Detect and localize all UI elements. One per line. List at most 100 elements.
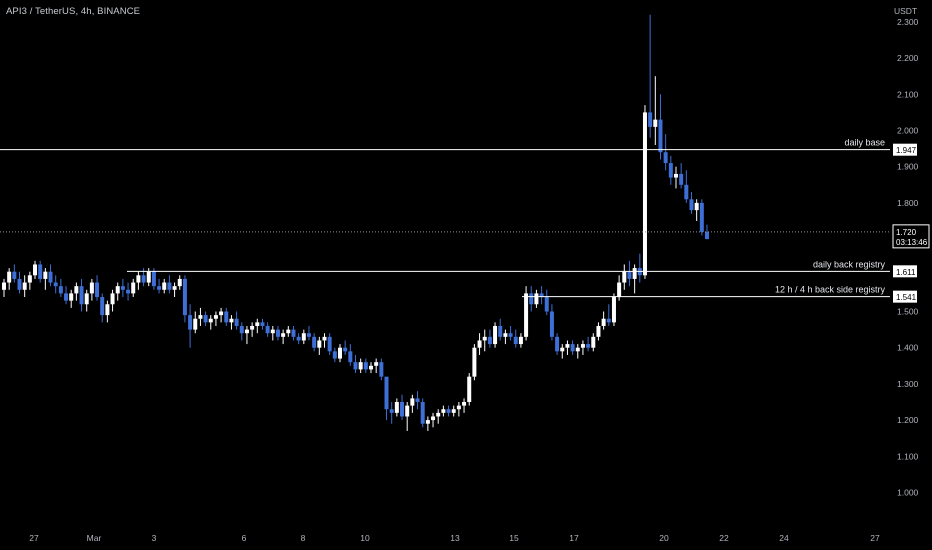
candle-bullish[interactable]	[110, 293, 115, 305]
candle-bullish[interactable]	[358, 362, 363, 370]
candle-bullish[interactable]	[337, 347, 342, 359]
candle-bullish[interactable]	[136, 275, 141, 283]
candle-bullish[interactable]	[462, 402, 467, 406]
candle-bullish[interactable]	[301, 333, 306, 341]
candle-bearish[interactable]	[306, 333, 311, 337]
candle-bearish[interactable]	[529, 293, 534, 305]
candle-bullish[interactable]	[2, 282, 6, 290]
candle-bullish[interactable]	[591, 336, 596, 348]
candle-bullish[interactable]	[270, 329, 275, 334]
candle-bullish[interactable]	[172, 286, 177, 290]
candle-bullish[interactable]	[162, 282, 167, 290]
candle-bearish[interactable]	[343, 347, 348, 352]
candle-bearish[interactable]	[38, 264, 43, 279]
candle-bearish[interactable]	[663, 152, 668, 164]
candle-bearish[interactable]	[544, 297, 549, 312]
candle-bearish[interactable]	[188, 315, 193, 330]
candle-bullish[interactable]	[601, 318, 606, 326]
candle-bullish[interactable]	[622, 271, 627, 283]
candle-bearish[interactable]	[487, 336, 492, 345]
candle-bullish[interactable]	[213, 315, 218, 319]
candle-bullish[interactable]	[673, 173, 678, 178]
candle-bullish[interactable]	[131, 282, 136, 294]
candle-bearish[interactable]	[291, 329, 296, 337]
candle-bullish[interactable]	[115, 286, 120, 294]
candle-bearish[interactable]	[555, 336, 560, 352]
candle-bullish[interactable]	[617, 282, 622, 298]
candle-bearish[interactable]	[182, 278, 187, 316]
candle-bullish[interactable]	[322, 336, 327, 341]
candle-bearish[interactable]	[265, 325, 270, 334]
candle-bullish[interactable]	[472, 347, 477, 377]
candle-bullish[interactable]	[653, 119, 658, 127]
candle-bearish[interactable]	[224, 311, 229, 323]
candle-bullish[interactable]	[596, 325, 601, 337]
candle-bearish[interactable]	[684, 184, 689, 200]
candle-bullish[interactable]	[193, 318, 198, 330]
candle-bearish[interactable]	[157, 286, 162, 290]
candle-bullish[interactable]	[477, 340, 482, 348]
candle-bearish[interactable]	[508, 333, 513, 337]
candle-bearish[interactable]	[446, 409, 451, 413]
candle-bearish[interactable]	[167, 282, 172, 290]
candle-bullish[interactable]	[425, 420, 430, 424]
candle-bullish[interactable]	[493, 325, 498, 345]
candle-bearish[interactable]	[151, 271, 156, 287]
candle-bearish[interactable]	[415, 398, 420, 402]
candle-bullish[interactable]	[244, 329, 249, 334]
candle-bullish[interactable]	[281, 333, 286, 337]
candle-bearish[interactable]	[498, 325, 503, 337]
candle-bullish[interactable]	[198, 315, 203, 319]
candle-bullish[interactable]	[534, 293, 539, 305]
time-axis[interactable]: 27 Mar 3 6 8 10 13 15 17 20 22 24 27	[29, 533, 880, 543]
candle-bullish[interactable]	[255, 322, 260, 326]
candle-bullish[interactable]	[467, 376, 472, 402]
price-axis[interactable]: 2.300 2.200 2.100 2.000 1.900 1.800 1.500 1.400…	[897, 17, 919, 498]
candle-bullish[interactable]	[105, 304, 110, 316]
candle-bearish[interactable]	[332, 351, 337, 359]
candle-bearish[interactable]	[64, 293, 69, 301]
candle-bearish[interactable]	[53, 282, 58, 287]
candle-bullish[interactable]	[611, 297, 616, 323]
candle-bullish[interactable]	[451, 409, 456, 413]
candle-bearish[interactable]	[606, 318, 611, 323]
candle-bearish[interactable]	[363, 362, 368, 370]
candle-bullish[interactable]	[560, 347, 565, 352]
candle-bearish[interactable]	[420, 402, 425, 424]
candle-bullish[interactable]	[642, 112, 647, 276]
candle-bearish[interactable]	[296, 336, 301, 341]
candle-bearish[interactable]	[312, 336, 317, 348]
candle-bearish[interactable]	[705, 231, 709, 240]
candle-bullish[interactable]	[565, 344, 570, 348]
candle-bullish[interactable]	[250, 325, 255, 330]
candle-bullish[interactable]	[580, 344, 585, 348]
candle-bullish[interactable]	[208, 318, 213, 323]
candle-bearish[interactable]	[627, 271, 632, 279]
candle-bearish[interactable]	[586, 344, 591, 348]
candle-bearish[interactable]	[141, 275, 146, 283]
candle-bearish[interactable]	[120, 286, 125, 290]
candle-bullish[interactable]	[7, 271, 12, 283]
candle-bearish[interactable]	[400, 402, 405, 417]
candle-bearish[interactable]	[668, 163, 673, 178]
candle-bearish[interactable]	[389, 409, 394, 413]
candle-bearish[interactable]	[260, 322, 265, 326]
candle-bullish[interactable]	[74, 286, 79, 294]
candle-bullish[interactable]	[369, 365, 374, 370]
candle-bearish[interactable]	[239, 325, 244, 334]
candle-bullish[interactable]	[27, 275, 32, 283]
candle-bullish[interactable]	[229, 318, 234, 323]
candle-bearish[interactable]	[699, 202, 704, 232]
candle-bullish[interactable]	[394, 402, 399, 413]
candle-bearish[interactable]	[379, 362, 384, 377]
candle-bearish[interactable]	[679, 173, 684, 185]
candle-bearish[interactable]	[234, 318, 239, 326]
candle-bearish[interactable]	[17, 278, 22, 290]
candle-bullish[interactable]	[518, 336, 523, 345]
candle-bullish[interactable]	[43, 271, 48, 279]
candle-bullish[interactable]	[69, 293, 74, 301]
candle-bullish[interactable]	[286, 329, 291, 334]
candle-bullish[interactable]	[84, 293, 89, 305]
candle-bullish[interactable]	[524, 293, 529, 337]
